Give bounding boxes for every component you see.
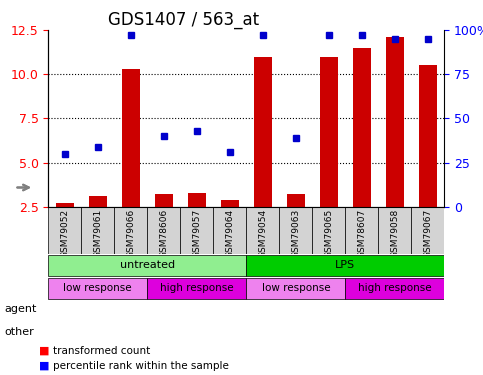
FancyBboxPatch shape <box>114 207 147 254</box>
FancyBboxPatch shape <box>279 207 313 254</box>
Text: other: other <box>5 327 35 337</box>
Text: high response: high response <box>358 284 432 293</box>
Text: GSM78607: GSM78607 <box>357 209 366 258</box>
FancyBboxPatch shape <box>213 207 246 254</box>
Text: agent: agent <box>5 304 37 314</box>
FancyBboxPatch shape <box>378 207 412 254</box>
FancyBboxPatch shape <box>412 207 444 254</box>
Bar <box>287 194 305 207</box>
Text: GSM79054: GSM79054 <box>258 209 267 258</box>
Text: GSM79057: GSM79057 <box>192 209 201 258</box>
FancyBboxPatch shape <box>147 278 246 299</box>
Bar <box>254 57 272 207</box>
FancyBboxPatch shape <box>48 278 147 299</box>
FancyBboxPatch shape <box>246 278 345 299</box>
FancyBboxPatch shape <box>345 278 444 299</box>
Bar <box>56 203 74 207</box>
FancyBboxPatch shape <box>180 207 213 254</box>
Text: GSM79063: GSM79063 <box>291 209 300 258</box>
Text: high response: high response <box>160 284 234 293</box>
FancyBboxPatch shape <box>246 255 444 276</box>
FancyBboxPatch shape <box>147 207 180 254</box>
Bar <box>155 194 173 207</box>
Text: ■: ■ <box>39 346 49 355</box>
Text: low response: low response <box>261 284 330 293</box>
FancyBboxPatch shape <box>345 207 378 254</box>
Bar <box>89 196 107 207</box>
Bar <box>221 200 239 207</box>
Bar <box>386 37 404 207</box>
Bar <box>320 57 338 207</box>
FancyBboxPatch shape <box>246 207 279 254</box>
Text: GSM79058: GSM79058 <box>390 209 399 258</box>
Text: GSM78606: GSM78606 <box>159 209 168 258</box>
Text: GSM79067: GSM79067 <box>424 209 432 258</box>
Bar <box>122 69 140 207</box>
Text: GSM79061: GSM79061 <box>93 209 102 258</box>
Text: LPS: LPS <box>335 260 355 270</box>
Text: GSM79066: GSM79066 <box>127 209 135 258</box>
Text: GSM79065: GSM79065 <box>325 209 333 258</box>
FancyBboxPatch shape <box>81 207 114 254</box>
Text: ■: ■ <box>39 361 49 370</box>
Bar <box>419 65 437 207</box>
Text: GDS1407 / 563_at: GDS1407 / 563_at <box>108 11 259 29</box>
FancyBboxPatch shape <box>313 207 345 254</box>
Text: transformed count: transformed count <box>53 346 150 355</box>
Text: percentile rank within the sample: percentile rank within the sample <box>53 361 229 370</box>
Text: GSM79064: GSM79064 <box>226 209 234 258</box>
Text: untreated: untreated <box>120 260 175 270</box>
Bar <box>188 192 206 207</box>
Text: GSM79052: GSM79052 <box>60 209 69 258</box>
FancyBboxPatch shape <box>48 207 81 254</box>
Bar <box>353 48 371 207</box>
FancyBboxPatch shape <box>48 255 246 276</box>
Text: low response: low response <box>63 284 132 293</box>
